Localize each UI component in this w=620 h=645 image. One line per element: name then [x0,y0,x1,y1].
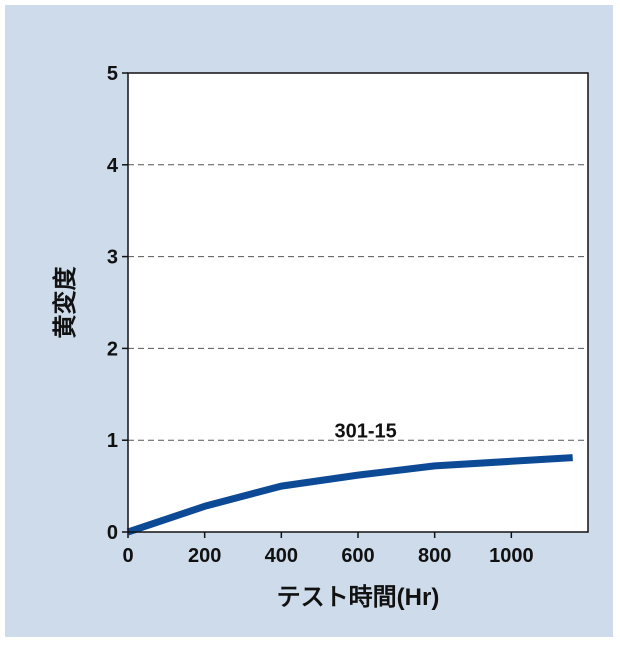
x-tick-label-400: 400 [265,545,298,567]
y-tick-label-0: 0 [107,522,118,544]
x-axis-title: テスト時間(Hr) [277,584,440,611]
series-line-0 [126,454,573,536]
series-layer [126,454,573,536]
x-tick-label-1000: 1000 [489,545,534,567]
x-tick-label-800: 800 [418,545,451,567]
x-tick-label-0: 0 [122,545,133,567]
y-tick-label-5: 5 [107,63,118,85]
x-tick-label-200: 200 [188,545,221,567]
y-tick-label-4: 4 [107,155,119,177]
series-label: 301-15 [335,421,397,443]
y-axis-title: 黄変度 [51,266,79,339]
y-axis-ticks: 0 1 2 3 4 5 [107,63,128,544]
chart-frame: 0 200 400 600 800 1000 0 1 2 3 4 5 テスト時間(Hr) 黄変度 3… [5,5,613,637]
y-tick-label-1: 1 [107,430,118,452]
plot-area [128,73,588,532]
x-axis-ticks: 0 200 400 600 800 1000 [122,532,534,567]
y-tick-label-3: 3 [107,247,118,269]
x-tick-label-600: 600 [341,545,374,567]
y-tick-label-2: 2 [107,338,118,360]
gridlines [128,164,588,441]
line-chart: 0 200 400 600 800 1000 0 1 2 3 4 5 テスト時間(Hr) 黄変度 3… [51,63,589,611]
